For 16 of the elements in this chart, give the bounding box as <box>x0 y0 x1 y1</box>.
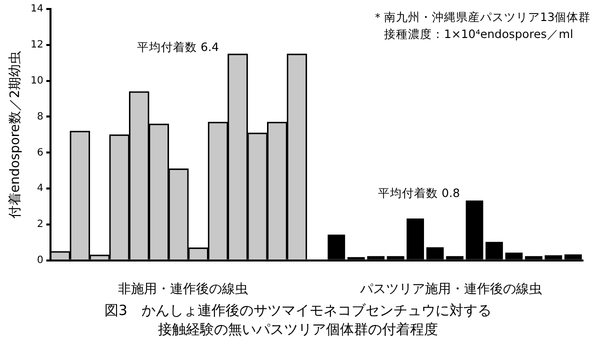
annotation: 平均付着数 0.8 <box>378 186 460 201</box>
y-tick-label: 0 <box>36 254 44 266</box>
annotation: 接種濃度：1×10⁴endospores／ml <box>384 27 574 42</box>
y-tick-label: 10 <box>30 75 44 86</box>
text: 非施用・連作後の線虫 <box>118 281 248 298</box>
annotation: 平均付着数 6.4 <box>137 40 219 55</box>
text: パスツリア施用・連作後の線虫 <box>360 281 542 298</box>
y-tick-label: 12 <box>30 40 44 51</box>
y-tick-label: 14 <box>30 4 44 15</box>
y-tick-label: 2 <box>36 219 44 230</box>
y-tick-label: 4 <box>36 183 44 194</box>
text: 図3 かんしょ連作後のサツマイモネコブセンチュウに対する接触経験の無いパスツリア個体群の付着程度 <box>104 302 492 340</box>
y-tick-label: 8 <box>36 111 44 122</box>
y-axis-title: 付着endospore数／2期幼虫 <box>7 50 24 220</box>
y-tick-label: 6 <box>36 147 44 158</box>
annotation: ＊南九州・沖縄県産パスツリア13個体群 <box>372 10 591 25</box>
